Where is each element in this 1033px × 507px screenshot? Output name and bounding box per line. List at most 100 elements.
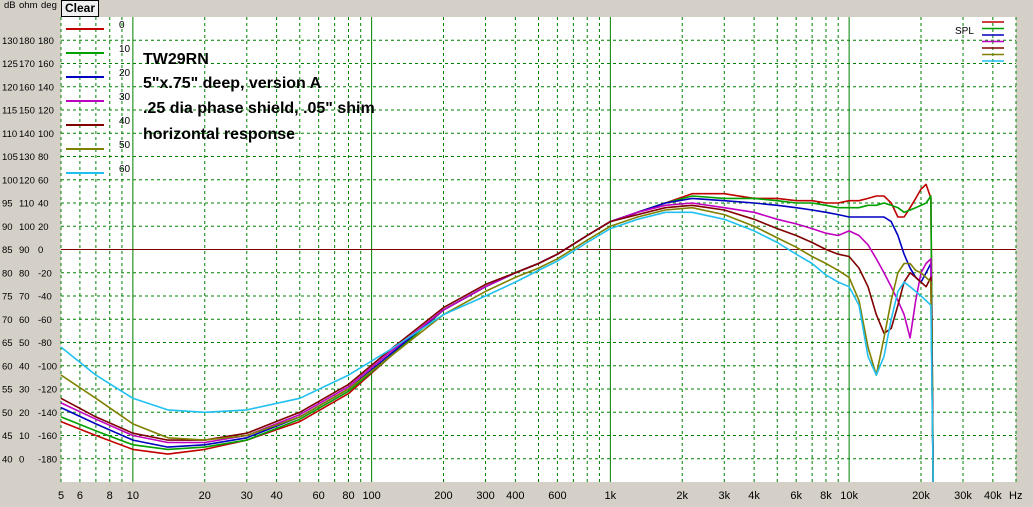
x-tick-label: 1k <box>605 490 617 502</box>
annotation-text: TW29RN 5"x.75" deep, version A .25 dia p… <box>143 51 375 143</box>
x-tick-label: 400 <box>506 490 524 502</box>
y-label-deg: 140 <box>38 82 54 93</box>
x-tick-label: 40k <box>984 490 1002 502</box>
y-label-ohm: 110 <box>19 199 34 210</box>
series-line-50 <box>60 206 934 483</box>
series-line-60 <box>60 211 934 483</box>
y-label-db: 45 <box>2 431 13 442</box>
y-label-ohm: 0 <box>19 454 24 465</box>
y-label-deg: 160 <box>38 59 54 70</box>
y-label-deg: 120 <box>38 106 54 117</box>
y-label-ohm: 90 <box>19 245 30 256</box>
legend-label-30: 30 <box>119 92 131 103</box>
y-label-db: 85 <box>2 245 13 256</box>
series-line-0 <box>60 183 934 483</box>
annotation-line-4: horizontal response <box>143 126 295 143</box>
y-label-ohm: 70 <box>19 292 30 303</box>
x-tick-label: 200 <box>434 490 452 502</box>
y-label-db: 40 <box>2 454 13 465</box>
y-label-deg: 40 <box>38 199 49 210</box>
legend-label-50: 50 <box>119 140 131 151</box>
axis-header-deg: deg <box>41 0 57 11</box>
x-tick-label: 600 <box>548 490 566 502</box>
series-lines <box>60 183 934 483</box>
y-label-ohm: 60 <box>19 315 30 326</box>
y-label-db: 125 <box>2 59 18 70</box>
x-tick-label: 20k <box>912 490 930 502</box>
y-label-db: 75 <box>2 292 13 303</box>
x-axis-unit: Hz <box>1009 490 1022 502</box>
y-label-db: 70 <box>2 315 13 326</box>
y-label-deg: -120 <box>38 385 57 396</box>
y-label-deg: -160 <box>38 431 57 442</box>
spl-label: SPL <box>955 26 974 37</box>
clear-button[interactable]: Clear <box>61 0 99 17</box>
y-label-db: 50 <box>2 408 13 419</box>
y-label-db: 60 <box>2 361 13 372</box>
y-label-ohm: 80 <box>19 268 30 279</box>
y-label-ohm: 150 <box>19 106 35 117</box>
x-tick-label: 2k <box>676 490 688 502</box>
x-tick-label: 5 <box>58 490 64 502</box>
x-tick-label: 300 <box>476 490 494 502</box>
x-tick-label: 3k <box>718 490 730 502</box>
y-label-db: 90 <box>2 222 13 233</box>
axis-header-db: dB <box>4 0 16 11</box>
legend-label-10: 10 <box>119 44 131 55</box>
y-label-deg: -60 <box>38 315 52 326</box>
y-label-ohm: 10 <box>19 431 30 442</box>
y-label-db: 120 <box>2 82 18 93</box>
annotation-line-1: TW29RN <box>143 51 209 68</box>
legend-label-20: 20 <box>119 68 131 79</box>
y-label-deg: 0 <box>38 245 43 256</box>
x-tick-label: 100 <box>362 490 380 502</box>
legend-label-40: 40 <box>119 116 131 127</box>
x-tick-label: 4k <box>748 490 760 502</box>
y-label-db: 100 <box>2 175 18 186</box>
x-tick-label: 40 <box>270 490 282 502</box>
series-line-10 <box>60 195 934 483</box>
y-label-db: 110 <box>2 129 17 140</box>
y-label-deg: 20 <box>38 222 49 233</box>
x-tick-label: 80 <box>342 490 354 502</box>
y-label-ohm: 120 <box>19 175 35 186</box>
y-label-deg: 100 <box>38 129 54 140</box>
annotation-line-3: .25 dia phase shield, .05" shim <box>143 100 375 117</box>
y-label-ohm: 160 <box>19 82 35 93</box>
y-label-db: 80 <box>2 268 13 279</box>
y-label-deg: -40 <box>38 292 52 303</box>
x-axis-labels: 5 6 8 10 20 30 40 60 80 100 200 300 400 600 1k 2k 3k 4k 6k… <box>58 490 1002 502</box>
y-label-deg: 180 <box>38 36 54 47</box>
y-label-db: 105 <box>2 152 18 163</box>
y-label-deg: -80 <box>38 338 52 349</box>
series-line-30 <box>60 202 934 483</box>
y-label-db: 115 <box>2 106 17 117</box>
x-tick-label: 10k <box>840 490 858 502</box>
y-label-ohm: 140 <box>19 129 35 140</box>
y-label-ohm: 50 <box>19 338 30 349</box>
spl-legend: SPL <box>955 21 1004 62</box>
y-label-db: 65 <box>2 338 13 349</box>
y-label-deg: -140 <box>38 408 57 419</box>
x-tick-label: 60 <box>313 490 325 502</box>
y-label-ohm: 170 <box>19 59 35 70</box>
y-label-deg: -100 <box>38 361 57 372</box>
x-tick-label: 30k <box>954 490 972 502</box>
y-label-deg: 60 <box>38 175 49 186</box>
x-tick-label: 10 <box>127 490 139 502</box>
y-label-ohm: 40 <box>19 361 30 372</box>
x-tick-label: 20 <box>199 490 211 502</box>
y-label-deg: -180 <box>38 454 57 465</box>
y-label-ohm: 100 <box>19 222 35 233</box>
y-label-ohm: 180 <box>19 36 35 47</box>
y-label-db: 55 <box>2 385 13 396</box>
x-tick-label: 8 <box>107 490 113 502</box>
axis-header: dB ohm deg Hz <box>4 0 1022 502</box>
axis-header-ohm: ohm <box>19 0 38 11</box>
x-tick-label: 30 <box>241 490 253 502</box>
y-label-deg: 80 <box>38 152 49 163</box>
legend-label-60: 60 <box>119 164 131 175</box>
x-tick-label: 6k <box>790 490 802 502</box>
